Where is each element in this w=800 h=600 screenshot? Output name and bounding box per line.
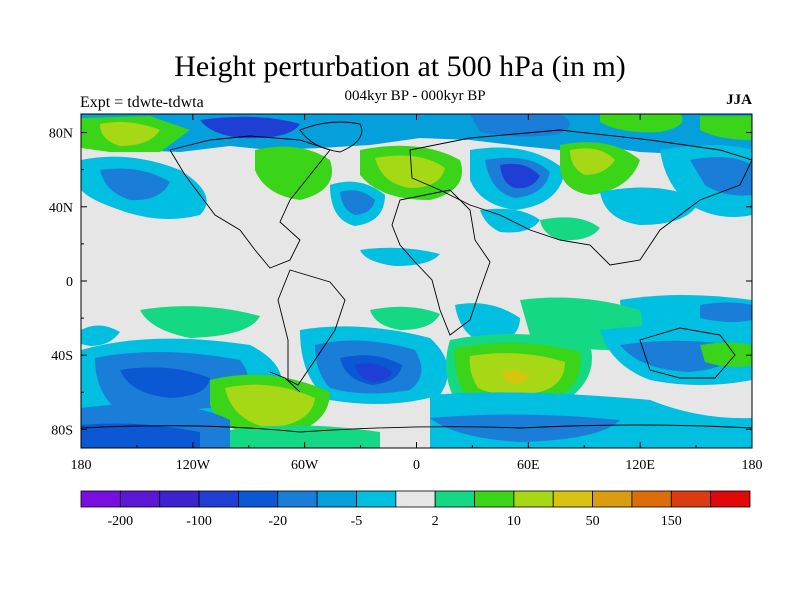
- field-region-ross-green: [230, 425, 380, 448]
- africa-outline: [391, 189, 491, 336]
- field-region-middle-east-cyan: [480, 208, 540, 233]
- eurasia-outline: [409, 129, 752, 266]
- colorbar-label: -200: [108, 514, 134, 529]
- colorbar-label: 10: [507, 514, 521, 529]
- greenland-outline: [299, 121, 363, 153]
- x-tick-label: 120W: [176, 458, 211, 473]
- field-region-east-siberia: [600, 114, 683, 133]
- field-region-south-pacific-dark: [120, 367, 210, 398]
- field-region-tropical-atlantic: [360, 247, 440, 266]
- australia-outline: [639, 327, 736, 379]
- x-tick-label: 60E: [517, 458, 540, 473]
- colorbar-swatch: [159, 490, 200, 508]
- field-region-bering: [700, 116, 752, 140]
- colorbar-swatch: [710, 490, 751, 508]
- colorbar-swatch: [316, 490, 357, 508]
- field-region-north-america-green: [255, 146, 332, 200]
- colorbar-label: -20: [268, 514, 287, 529]
- field-region-new-zealand-green: [700, 342, 752, 367]
- colorbar-swatch: [119, 490, 161, 508]
- south-america-outline: [277, 269, 346, 386]
- colorbar-swatch: [631, 490, 672, 508]
- x-tick-label: 180: [71, 458, 92, 473]
- field-region-north-canada: [200, 116, 300, 139]
- colorbar-swatch: [80, 490, 121, 508]
- field-region-east-asia-cyan: [600, 187, 700, 225]
- colorbar-swatch: [395, 490, 436, 508]
- field-region-europe-yellow: [375, 155, 445, 188]
- colorbar-swatch: [592, 490, 633, 508]
- field-region-north-pacific-blue: [100, 168, 170, 201]
- field-region-india-green: [540, 217, 600, 241]
- colorbar: -200 -100 -20 -5 2 10 50 150: [80, 490, 751, 529]
- colorbar-label: 150: [661, 514, 682, 529]
- field-region-south-atlantic-core: [355, 363, 392, 382]
- colorbar-label: 50: [586, 514, 600, 529]
- colorbar-swatch: [434, 490, 475, 508]
- colorbar-swatch: [474, 490, 515, 508]
- field-region-maritime-blue: [700, 302, 752, 323]
- coastlines: [81, 121, 752, 433]
- y-tick-label: 80S: [51, 423, 73, 438]
- axis-ticks: 180 120W 60W 0 60E 120E 180 80N 40N 0 40S 80S: [49, 114, 763, 473]
- field-region-greenland-yellow: [100, 122, 160, 146]
- field-region-central-asia-yellow: [570, 148, 615, 175]
- y-tick-label: 80N: [49, 127, 73, 142]
- x-tick-label: 180: [742, 458, 763, 473]
- antarctica-outline: [81, 424, 752, 433]
- field-region-west-edge-cyan: [81, 325, 120, 346]
- colorbar-swatch: [277, 490, 318, 508]
- y-tick-label: 40S: [51, 349, 73, 364]
- subtitle: 004kyr BP - 000kyr BP: [344, 88, 486, 104]
- field-region-south-indian-olive: [502, 370, 530, 384]
- colorbar-label: -5: [351, 514, 363, 529]
- colorbar-swatch: [198, 490, 239, 508]
- y-tick-label: 40N: [49, 201, 73, 216]
- experiment-label: Expt = tdwte-tdwta: [80, 94, 204, 111]
- map-field: [81, 114, 752, 448]
- colorbar-swatch: [356, 490, 397, 508]
- x-tick-label: 60W: [291, 458, 319, 473]
- colorbar-swatch: [238, 490, 279, 508]
- colorbar-label: -100: [186, 514, 212, 529]
- field-region-south-atlantic-green: [370, 306, 440, 330]
- field-region-russia-dark: [500, 163, 540, 189]
- field-region-weddell-yellow: [225, 384, 315, 428]
- antarctic-peninsula-outline: [269, 371, 301, 393]
- x-tick-label: 0: [413, 458, 420, 473]
- north-america-outline: [169, 135, 331, 269]
- page-title: Height perturbation at 500 hPa (in m): [174, 50, 626, 83]
- season-label: JJA: [726, 92, 752, 108]
- colorbar-swatch: [670, 490, 712, 508]
- field-region-south-pacific-green: [140, 306, 260, 338]
- field-region-atlantic-blue: [340, 190, 375, 215]
- colorbar-swatch: [552, 490, 593, 508]
- colorbar-swatch: [513, 490, 554, 508]
- field-region-antarctic-east-blue: [430, 414, 620, 442]
- field-region-antarctic-west-dark: [81, 423, 200, 448]
- y-tick-label: 0: [66, 275, 73, 290]
- x-tick-label: 120E: [625, 458, 655, 473]
- colorbar-label: 2: [432, 514, 439, 529]
